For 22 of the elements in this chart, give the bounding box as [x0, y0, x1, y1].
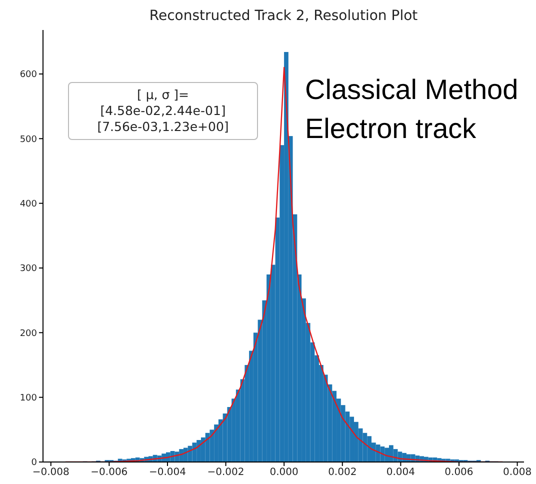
y-tick-label: 300: [20, 264, 38, 274]
x-tick-label: −0.002: [207, 467, 244, 478]
x-tick-label: 0.004: [386, 467, 416, 478]
y-tick-label: 500: [20, 134, 38, 145]
annotation: [ μ, σ ]=: [136, 87, 190, 103]
x-tick-label: 0.002: [328, 467, 357, 478]
x-tick-label: −0.008: [32, 467, 70, 478]
x-tick-label: 0.000: [270, 467, 298, 478]
y-tick-label: 0: [31, 458, 38, 468]
annotation: [7.56e-03,1.23e+00]: [96, 119, 230, 135]
annotation: [4.58e-02,2.44e-01]: [99, 103, 227, 119]
chart-title: Reconstructed Track 2, Resolution Plot: [148, 8, 419, 24]
y-tick-label: 600: [20, 70, 38, 80]
x-tick-label: −0.004: [148, 467, 186, 478]
x-tick-label: 0.008: [502, 467, 532, 478]
y-tick-label: 400: [20, 200, 38, 210]
y-tick-label: 100: [20, 394, 38, 404]
annotation: Electron track: [305, 112, 478, 146]
x-tick-label: 0.006: [444, 467, 474, 478]
y-tick-label: 200: [20, 328, 38, 339]
x-tick-label: −0.006: [90, 467, 128, 478]
annotation: Classical Method: [305, 73, 518, 107]
